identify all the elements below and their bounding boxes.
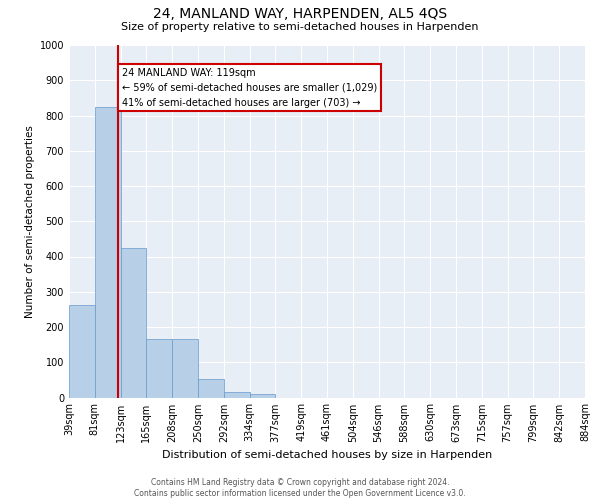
Bar bbox=[69, 305, 95, 398]
Bar bbox=[121, 248, 146, 398]
Text: Size of property relative to semi-detached houses in Harpenden: Size of property relative to semi-detach… bbox=[121, 22, 479, 32]
Bar bbox=[250, 394, 275, 398]
Bar bbox=[95, 106, 121, 398]
Bar bbox=[198, 379, 224, 398]
Bar bbox=[172, 340, 198, 398]
X-axis label: Distribution of semi-detached houses by size in Harpenden: Distribution of semi-detached houses by … bbox=[162, 450, 492, 460]
Text: 24, MANLAND WAY, HARPENDEN, AL5 4QS: 24, MANLAND WAY, HARPENDEN, AL5 4QS bbox=[153, 8, 447, 22]
Bar bbox=[146, 340, 172, 398]
Text: 24 MANLAND WAY: 119sqm
← 59% of semi-detached houses are smaller (1,029)
41% of : 24 MANLAND WAY: 119sqm ← 59% of semi-det… bbox=[122, 68, 377, 108]
Bar bbox=[224, 392, 250, 398]
Text: Contains HM Land Registry data © Crown copyright and database right 2024.
Contai: Contains HM Land Registry data © Crown c… bbox=[134, 478, 466, 498]
Y-axis label: Number of semi-detached properties: Number of semi-detached properties bbox=[25, 125, 35, 318]
